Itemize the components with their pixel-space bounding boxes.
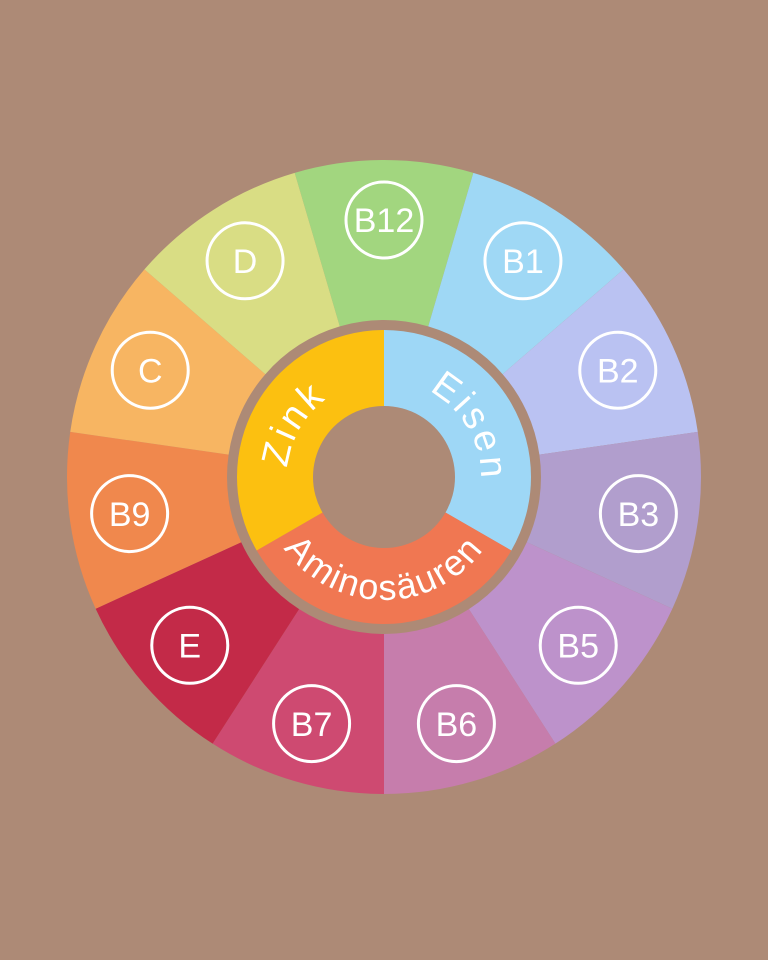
badge-circle-e: [150, 605, 230, 685]
badge-circle-b12: [344, 180, 424, 260]
segment-b12[interactable]: [294, 159, 474, 327]
segment-e[interactable]: [95, 542, 300, 744]
outer-ring: B12 B1 B2 B3 B5 B6 B7 E B9 C D: [67, 159, 701, 794]
badge-circle-c: [110, 330, 190, 410]
badge-label-b9: B9: [109, 496, 151, 534]
badge-label-b12: B12: [354, 202, 415, 240]
badge-label-b3: B3: [618, 496, 660, 534]
badge-circle-b9: [90, 474, 170, 554]
segment-b5[interactable]: [468, 542, 673, 744]
segment-b9[interactable]: [67, 431, 242, 609]
badge-circle-b1: [483, 221, 563, 301]
badge-label-b1: B1: [502, 243, 544, 281]
badge-circle-b7: [272, 684, 352, 764]
badge-label-b2: B2: [597, 352, 639, 390]
segment-d[interactable]: [144, 172, 340, 375]
badge-circle-d: [205, 221, 285, 301]
badge-label-b5: B5: [557, 628, 599, 666]
inner-segment-eisen[interactable]: [384, 330, 532, 551]
badge-circle-b3: [598, 474, 678, 554]
inner-segment-aminos-uren[interactable]: [256, 512, 512, 625]
badge-label-e: E: [178, 628, 201, 666]
badge-circle-b6: [416, 684, 496, 764]
segment-c[interactable]: [70, 269, 266, 455]
badge-label-b6: B6: [436, 706, 478, 744]
badge-circle-b2: [578, 330, 658, 410]
segment-b2[interactable]: [502, 269, 698, 455]
segment-b1[interactable]: [428, 172, 624, 375]
badge-label-b7: B7: [291, 706, 333, 744]
badge-circle-b5: [538, 605, 618, 685]
badge-label-c: C: [138, 352, 163, 390]
inner-segment-zink[interactable]: [236, 330, 384, 551]
badge-label-d: D: [233, 243, 258, 281]
segment-b3[interactable]: [526, 431, 701, 609]
